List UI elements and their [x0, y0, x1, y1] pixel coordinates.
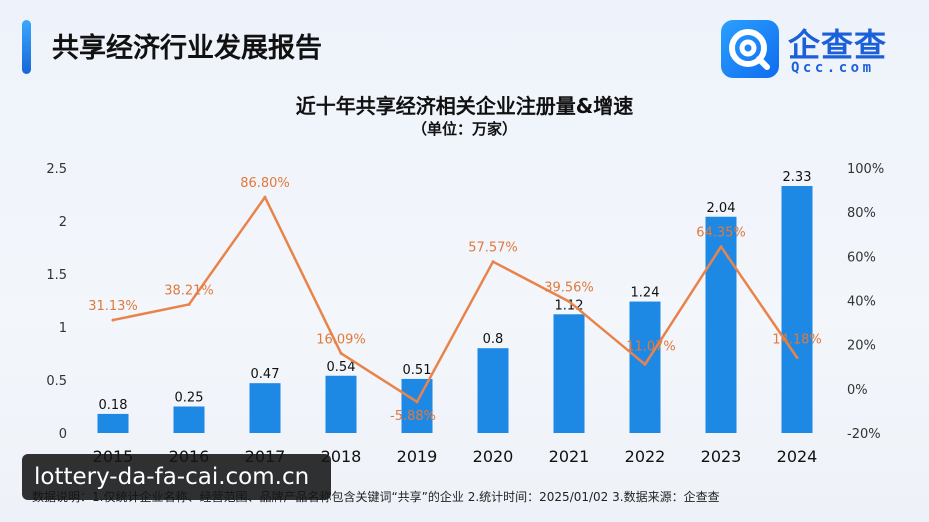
- bar-value-label: 0.54: [327, 360, 356, 375]
- bar-2022: [629, 301, 661, 433]
- x-tick-label: 2023: [701, 447, 742, 466]
- growth-rate-point-2021: [567, 299, 571, 303]
- y-left-tick-label: 1.5: [46, 268, 67, 283]
- bar-value-label: 0.18: [99, 398, 128, 413]
- growth-rate-point-2022: [643, 362, 647, 366]
- bar-2021: [553, 314, 585, 433]
- y-right-tick-label: 0%: [847, 383, 868, 398]
- growth-rate-point-2018: [339, 351, 343, 355]
- y-left-tick-label: 2.5: [46, 162, 67, 177]
- bar-2018: [325, 375, 357, 433]
- growth-rate-label: 14.18%: [772, 333, 822, 348]
- brand-name: 企查查: [788, 26, 888, 64]
- x-tick-label: 2021: [549, 447, 590, 466]
- watermark: lottery-da-fa-cai.com.cn: [22, 454, 331, 500]
- growth-rate-point-2024: [795, 356, 799, 360]
- y-left-tick-label: 0.5: [46, 374, 67, 389]
- growth-rate-point-2015: [111, 318, 115, 322]
- bar-2016: [173, 406, 205, 433]
- bar-value-label: 0.47: [251, 367, 280, 382]
- bar-2019: [401, 378, 433, 433]
- qcc-logo-icon: [721, 20, 779, 78]
- y-left-tick-label: 1: [59, 321, 67, 336]
- bar-value-label: 0.8: [483, 332, 504, 347]
- x-tick-label: 2019: [397, 447, 438, 466]
- bar-value-label: 2.04: [707, 201, 736, 216]
- bar-2020: [477, 348, 509, 433]
- bar-value-label: 2.33: [783, 170, 812, 185]
- bar-2023: [705, 216, 737, 433]
- growth-rate-label: -5.88%: [390, 409, 436, 424]
- growth-rate-label: 39.56%: [544, 280, 594, 295]
- y-right-tick-label: 100%: [847, 162, 884, 177]
- brand-domain: Qcc.com: [791, 60, 875, 76]
- bar-value-label: 1.24: [631, 286, 660, 301]
- x-tick-label: 2020: [473, 447, 514, 466]
- bar-value-label: 0.25: [175, 391, 204, 406]
- growth-rate-point-2017: [263, 195, 267, 199]
- growth-rate-label: 16.09%: [316, 332, 366, 347]
- bar-2017: [249, 383, 281, 433]
- x-tick-label: 2024: [777, 447, 818, 466]
- growth-rate-label: 57.57%: [468, 241, 518, 256]
- y-right-tick-label: 20%: [847, 339, 876, 354]
- growth-rate-point-2020: [491, 260, 495, 264]
- y-right-tick-label: 60%: [847, 250, 876, 265]
- growth-rate-line: [112, 195, 799, 404]
- bar-2015: [97, 413, 129, 433]
- y-left-tick-label: 2: [59, 215, 67, 230]
- bar-value-label: 0.51: [403, 363, 432, 378]
- bar-value-label: 1.12: [555, 298, 584, 313]
- chart-subtitle: （单位：万家）: [411, 120, 517, 138]
- growth-rate-label: 31.13%: [88, 299, 138, 314]
- y-left-tick-label: 0: [59, 427, 67, 442]
- growth-rate-point-2019: [415, 400, 419, 404]
- growth-rate-point-2016: [187, 302, 191, 306]
- y-right-tick-label: 40%: [847, 295, 876, 310]
- brand-logo: 企查查 Qcc.com: [721, 20, 911, 80]
- bar-2024: [781, 186, 813, 433]
- report-title: 共享经济行业发展报告: [52, 33, 322, 64]
- title-accent-bar: [22, 20, 31, 74]
- growth-rate-label: 64.35%: [696, 226, 746, 241]
- growth-rate-label: 86.80%: [240, 176, 290, 191]
- y-right-tick-label: -20%: [847, 427, 881, 442]
- growth-rate-point-2023: [719, 245, 723, 249]
- x-tick-label: 2022: [625, 447, 666, 466]
- growth-rate-label: 38.21%: [164, 283, 214, 298]
- y-right-tick-label: 80%: [847, 206, 876, 221]
- chart-title: 近十年共享经济相关企业注册量&增速: [295, 94, 634, 118]
- growth-rate-label: 11.07%: [626, 339, 676, 354]
